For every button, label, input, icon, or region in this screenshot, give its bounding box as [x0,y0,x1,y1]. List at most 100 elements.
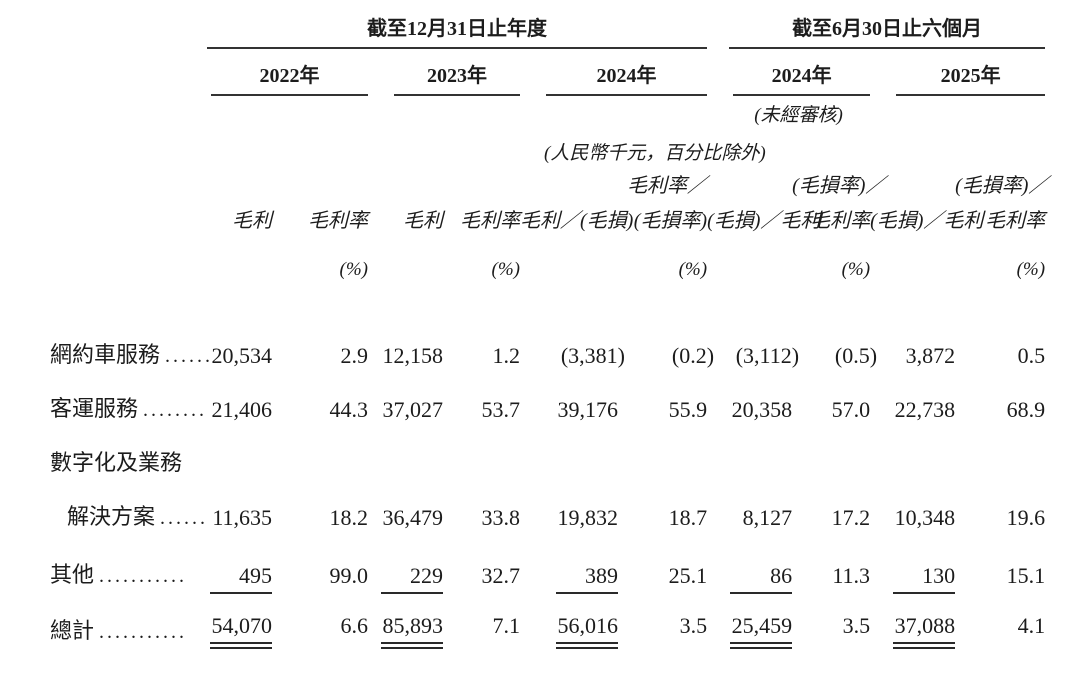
num-cell: 56,016 [520,604,618,692]
table-row-passenger-transport: 客運服務........ 21,406 44.3 37,027 53.7 39,… [0,381,1045,435]
percent-label: (%) [841,259,871,280]
num-cell: 85,893 [368,604,443,692]
num-cell: 20,358 [731,397,793,422]
table-row-ride-hailing: 網約車服務...... 20,534 2.9 12,158 1.2 (3,381… [0,327,1045,381]
num-cell: 19.6 [1006,505,1046,530]
period-header-annual-cell: 截至12月31日止年度 [185,12,708,53]
num-cell: 68.9 [1006,397,1046,422]
empty-cell [368,236,443,282]
percent-label: (%) [339,259,368,280]
year-header-2023: 2023年 [394,59,520,96]
dot-leader: ...... [165,345,214,367]
year-header-2024-interim: 2024年 [733,59,871,96]
num-cell: 25.1 [668,563,708,588]
row-label-text: 其他 [50,562,95,587]
num-cell: 21,406 [211,397,273,422]
num-cell: 3.5 [679,613,708,638]
percent-unit-row: (%) (%) (%) (%) (%) [0,236,1046,282]
row-label-text: 客運服務 [50,396,139,421]
empty-cell [870,100,1045,130]
empty-cell [707,168,792,200]
row-label-text: 網約車服務 [50,342,161,367]
period-header-interim-cell: 截至6月30日止六個月 [707,12,1046,53]
num-cell: 53.7 [481,397,521,422]
col-header-gpm-2024-interim: 毛利率 [810,210,871,232]
col-header-gpm-2024: (毛損率) [633,210,708,232]
row-label: 網約車服務...... [0,327,210,381]
row-label: 客運服務........ [0,381,204,435]
empty-cell [272,435,368,489]
num-cell: 19,832 [557,505,619,530]
num-cell: 10,348 [894,505,956,530]
empty-cell [0,168,185,200]
num-cell: 18.2 [329,505,369,530]
num-cell: 11.3 [832,563,871,588]
row-label: 總計........... [0,604,185,692]
row-label-text: 數字化及業務 [50,450,183,475]
unaudited-note-row: (未經審核) [0,100,1045,130]
num-cell: 12,158 [382,343,444,368]
empty-cell [185,100,707,130]
period-header-annual: 截至12月31日止年度 [207,12,708,49]
empty-cell [0,200,185,236]
num-cell: 15.1 [1006,563,1046,588]
period-header-row: 截至12月31日止年度 截至6月30日止六個月 [0,12,1046,53]
num-cell: (3,112) [735,343,800,368]
empty-cell [443,435,520,489]
num-cell: 25,459 [707,604,793,692]
num-cell: 3.5 [842,613,871,638]
percent-label: (%) [678,259,708,280]
empty-cell [0,100,185,130]
empty-cell [618,435,707,489]
unit-note-row: (人民幣千元，百分比除外) [0,130,1045,168]
empty-cell [707,435,792,489]
num-cell: 36,479 [382,505,444,530]
spacer-row [0,282,1045,327]
table-row-digitalization: 數字化及業務 [0,435,1045,489]
percent-label: (%) [1016,259,1046,280]
column-header-row-main: 毛利 毛利率 毛利 毛利率 毛利／(毛損) (毛損率) (毛損)／毛利 毛利率 … [0,200,1045,236]
empty-cell [0,130,185,168]
num-cell: 495 [185,543,272,604]
num-cell: 37,088 [870,604,956,692]
empty-cell [185,168,272,200]
table-row-total: 總計........... 54,070 6.6 85,893 7.1 56,0… [0,604,1045,692]
table-row-solutions: 解決方案...... 11,635 18.2 36,479 33.8 19,83… [0,489,1045,543]
empty-cell [0,53,185,100]
year-header-2025-interim-cell: 2025年 [870,53,1046,100]
table-row-others: 其他........... 495 99.0 229 32.7 389 25.1… [0,543,1045,604]
num-cell: 11,635 [212,505,272,530]
col-header-rate-2024-top: 毛利率／ [627,175,708,197]
col-header-gp-2023: 毛利 [403,210,443,232]
num-cell: 37,027 [382,397,444,422]
num-cell: 6.6 [340,613,369,638]
num-cell: 1.2 [492,343,521,368]
num-cell: 0.5 [1017,343,1046,368]
row-label: 數字化及業務 [0,435,185,489]
row-label-text: 總計 [50,618,95,643]
num-cell: 57.0 [831,397,871,422]
num-cell: 7.1 [492,613,521,638]
year-header-2022-cell: 2022年 [185,53,368,100]
col-header-gpm-2025-interim: 毛利率 [985,210,1046,232]
unit-note: (人民幣千元，百分比除外) [544,143,766,164]
num-cell: 86 [707,543,793,604]
year-header-2024-interim-cell: 2024年 [707,53,871,100]
empty-cell [520,168,618,200]
num-cell: 39,176 [557,397,619,422]
empty-cell [955,435,1045,489]
num-cell: 8,127 [742,505,793,530]
unaudited-note: (未經審核) [754,105,843,126]
num-cell: 44.3 [329,397,369,422]
num-cell: 2.9 [340,343,369,368]
percent-label: (%) [491,259,520,280]
num-cell: 229 [368,543,443,604]
col-header-gpm-2023: 毛利率 [460,210,520,232]
num-cell: (0.5) [834,343,878,368]
col-header-gp-2024-interim: (毛損)／毛利 [707,210,821,232]
empty-cell [520,236,618,282]
year-header-2024: 2024年 [546,59,708,96]
num-cell: (0.2) [671,343,715,368]
num-cell: 55.9 [668,397,708,422]
col-header-gp-2024: 毛利／(毛損) [520,210,634,232]
